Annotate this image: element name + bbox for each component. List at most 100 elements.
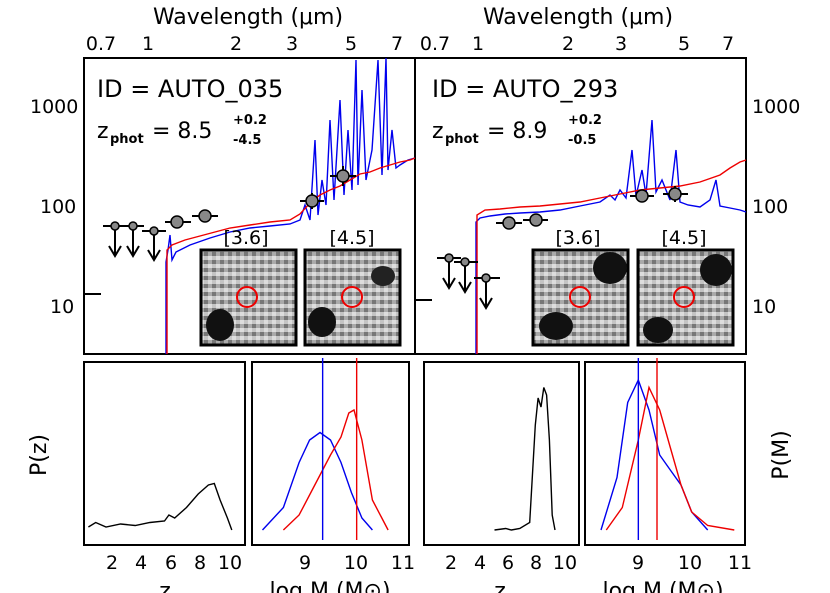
upper-limit [437,253,461,290]
pz-left-curves [88,482,233,531]
pm-left-curves [261,358,389,540]
upper-limit [103,221,127,258]
top-tick-label: 2 [230,33,242,55]
cutout-blob [643,317,673,343]
cutout-blob [308,307,336,337]
sed-y-tick-label-right: 100 [752,196,788,218]
sed-left-blue-model [165,58,415,354]
cutout-blob [539,312,573,340]
cutout-blob [700,254,732,286]
m-tick-label: 9 [299,552,311,574]
z-tick-label: 2 [106,552,118,574]
sed-right-points [415,186,688,310]
zphot-symbol: z [432,119,444,144]
cutout-aperture-circle [236,286,258,308]
sed-right-red-model [476,159,746,354]
cutout-left-36: [3.6] [199,227,298,347]
cutout-right-36: [3.6] [531,227,630,347]
cutout-blob [206,309,234,341]
sed-right-models [475,119,746,354]
zphot-subscript: phot [445,132,479,147]
pz-curve [494,387,556,531]
top-tick-label: 1 [142,33,154,55]
top-ticks-left: 0.7 1 2 3 5 7 [86,33,403,55]
m-ticks-left: 9 10 11 [299,552,415,574]
detection-point [330,166,356,186]
z-axis-title-left: z [159,579,171,593]
z-ticks-left: 2 4 6 8 10 [106,552,242,574]
z-axis-title-right: z [494,579,506,593]
detection-point [496,216,522,230]
cutout-label: [3.6] [223,227,268,249]
z-tick-label: 6 [502,552,514,574]
top-tick-label: 7 [391,33,403,55]
sed-y-tick-label: 100 [40,196,76,218]
zphot-left: z phot = 8.5 +0.2 -4.5 [97,113,267,148]
z-tick-label: 4 [135,552,147,574]
zphot-plus-error: +0.2 [233,113,267,128]
sed-y-tick-label-right: 10 [752,296,776,318]
top-tick-label: 7 [722,33,734,55]
zphot-minus-error: -4.5 [233,133,261,148]
top-tick-label: 3 [286,33,298,55]
z-tick-label: 6 [165,552,177,574]
pz-panel-right-frame [423,361,580,546]
top-axis-title-right: Wavelength (μm) [483,5,673,30]
top-tick-label: 5 [345,33,357,55]
z-tick-label: 8 [530,552,542,574]
top-tick-label: 0.7 [86,33,116,55]
z-tick-label: 10 [218,552,242,574]
upper-limit [454,257,478,294]
pz-axis-label: P(z) [27,434,52,476]
sed-left-points [84,166,356,295]
zphot-value: = 8.5 [152,119,212,144]
upper-limit [474,273,500,310]
pm-panel-right-frame [584,361,746,546]
pm-curve-red [605,385,735,531]
cutout-aperture-circle [569,286,591,308]
m-axis-title-left: log M (M⊙) [269,579,390,593]
pz-right-curves [494,387,556,531]
zphot-symbol: z [97,119,109,144]
sed-panel-right-frame [414,57,747,355]
m-tick-label: 10 [678,552,702,574]
cutout-aperture-circle [341,286,363,308]
pz-panel-left-frame [83,361,246,546]
zphot-subscript: phot [110,132,144,147]
z-tick-label: 8 [194,552,206,574]
sed-y-tick-label: 1000 [30,96,78,118]
sed-right-blue-model [475,119,746,354]
cutout-blob [371,266,395,286]
zphot-minus-error: -0.5 [568,133,596,148]
z-ticks-right: 2 4 6 8 10 [445,552,577,574]
z-tick-label: 4 [474,552,486,574]
cutout-label: [3.6] [555,227,600,249]
object-id-right: ID = AUTO_293 [432,75,618,103]
sed-y-tick-label-right: 1000 [752,96,800,118]
upper-limit [121,221,144,258]
cutout-blob [593,252,627,284]
m-tick-label: 11 [728,552,752,574]
cutout-right-45: [4.5] [636,227,735,347]
pm-curve-red [282,408,389,531]
detection-point [523,213,548,227]
sed-y-tick-label: 10 [50,296,74,318]
pm-right-curves [600,358,735,540]
m-tick-label: 10 [344,552,368,574]
zphot-value: = 8.9 [487,119,547,144]
cutout-label: [4.5] [661,227,706,249]
top-tick-label: 0.7 [420,33,450,55]
top-axis-title-left: Wavelength (μm) [153,5,343,30]
top-tick-label: 1 [472,33,484,55]
pz-curve [88,482,233,531]
detection-point [300,193,324,209]
m-tick-label: 11 [391,552,415,574]
pm-curve-blue [600,378,709,531]
object-id-left: ID = AUTO_035 [97,75,283,103]
cutout-aperture-circle [673,286,695,308]
detection-point [630,189,654,203]
z-tick-label: 10 [553,552,577,574]
cutout-left-45: [4.5] [303,227,402,347]
m-ticks-right: 9 10 11 [632,552,752,574]
